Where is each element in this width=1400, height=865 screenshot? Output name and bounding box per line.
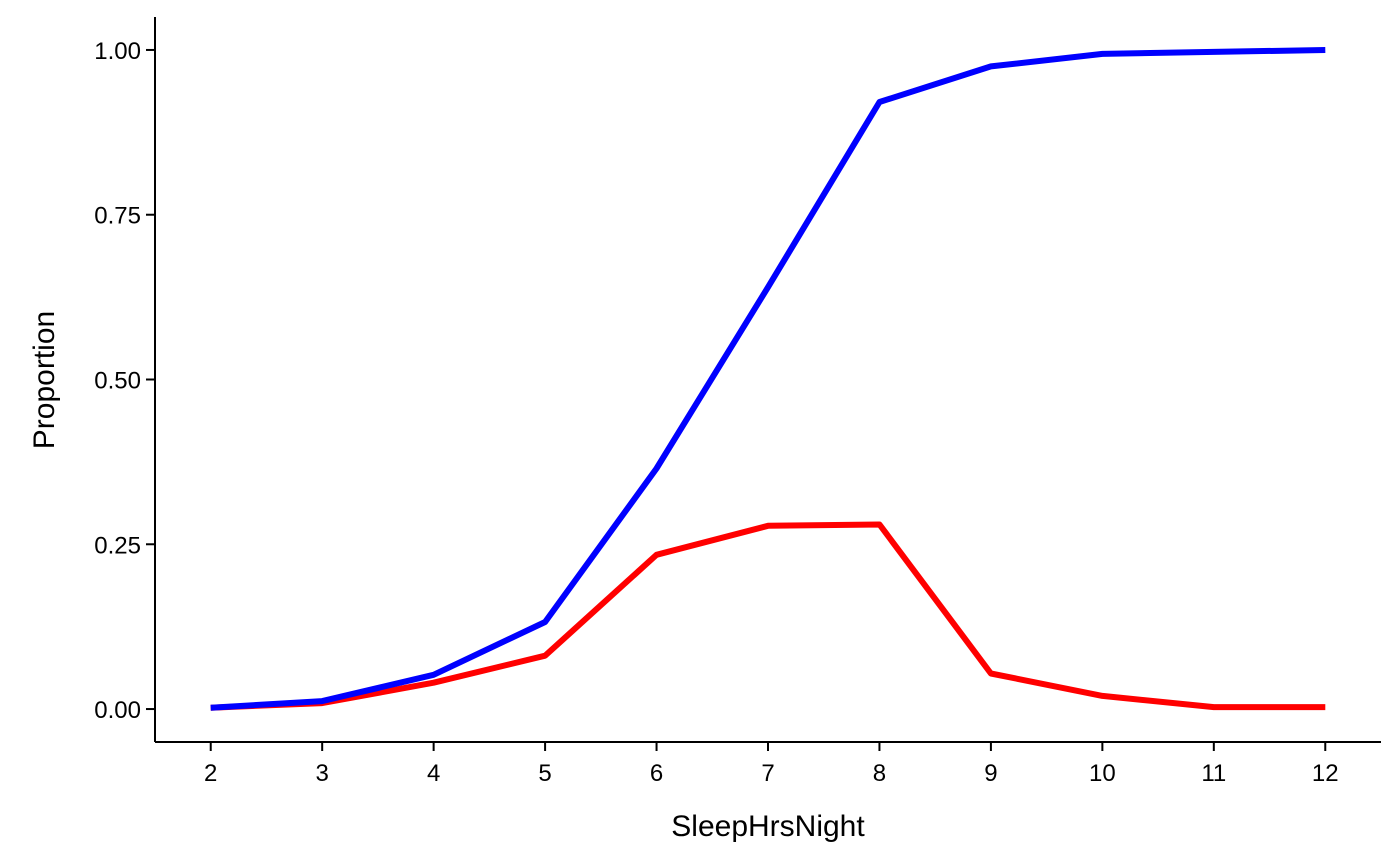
x-tick-label: 11	[1201, 760, 1226, 787]
x-tick-label: 3	[316, 760, 329, 787]
x-axis-ticks: 2 3 4 5 6 7 8 9 10 11 12	[204, 742, 1339, 787]
y-tick-label: 0.50	[94, 368, 141, 395]
x-tick-label: 10	[1089, 760, 1116, 787]
x-tick-label: 12	[1312, 760, 1339, 787]
y-tick-label: 0.25	[94, 532, 141, 559]
series-line-1	[210, 521, 1326, 711]
y-tick-label: 0.00	[94, 697, 141, 724]
series-line-0	[210, 47, 1326, 711]
x-tick-label: 6	[650, 760, 663, 787]
x-tick-label: 8	[873, 760, 886, 787]
series-layer	[210, 47, 1326, 711]
y-axis-ticks: 0.00 0.25 0.50 0.75 1.00	[94, 38, 155, 724]
y-axis-title: Proportion	[28, 311, 61, 449]
x-tick-label: 7	[761, 760, 774, 787]
y-axis: 0.00 0.25 0.50 0.75 1.00	[94, 17, 156, 742]
x-tick-label: 2	[204, 760, 217, 787]
x-tick-label: 4	[427, 760, 440, 787]
x-axis-title: SleepHrsNight	[671, 810, 865, 843]
x-tick-label: 9	[984, 760, 997, 787]
y-tick-label: 0.75	[94, 203, 141, 230]
plot-area	[210, 47, 1326, 711]
x-axis: 2 3 4 5 6 7 8 9 10 11 12	[155, 741, 1381, 787]
x-tick-label: 5	[538, 760, 551, 787]
y-tick-label: 1.00	[94, 38, 141, 65]
